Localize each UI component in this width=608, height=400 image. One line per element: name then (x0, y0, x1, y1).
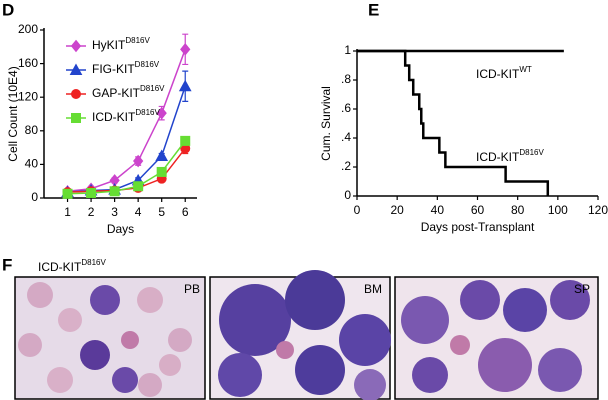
x-tick-label: 80 (511, 203, 525, 217)
curve-label: ICD-KITWT (476, 65, 532, 81)
label-superscript: D816V (140, 84, 165, 93)
x-tick-label: 1 (64, 205, 71, 219)
label-text: GAP-KIT (92, 86, 141, 100)
y-tick-label: 0 (344, 188, 351, 202)
y-tick-label: 0 (31, 190, 38, 204)
x-tick-label: 6 (182, 205, 189, 219)
x-tick-label: 5 (158, 205, 165, 219)
marker (180, 135, 191, 146)
marker (155, 149, 169, 161)
y-tick-label: .6 (341, 101, 351, 115)
label-superscript: WT (519, 65, 532, 74)
x-tick-label: 20 (390, 203, 404, 217)
panel-label: F (2, 255, 12, 274)
marker (133, 181, 144, 192)
x-tick-label: 4 (135, 205, 142, 219)
y-tick-label: 160 (18, 56, 38, 70)
figure-f-title: ICD-KITD816V (38, 258, 106, 274)
label-text: ICD-KIT (92, 110, 136, 124)
y-tick-label: .4 (341, 130, 351, 144)
y-tick-label: 200 (18, 22, 38, 36)
image-label: BM (364, 282, 382, 296)
marker (109, 186, 120, 197)
y-tick-label: .8 (341, 72, 351, 86)
x-tick-label: 2 (88, 205, 95, 219)
x-tick-label: 3 (111, 205, 118, 219)
panel-label: D (2, 0, 14, 19)
marker (71, 113, 81, 123)
marker (71, 89, 81, 99)
panel-label: E (368, 0, 379, 19)
series-line (67, 86, 186, 193)
marker (86, 187, 97, 198)
label-text: HyKIT (92, 38, 126, 52)
y-tick-label: 120 (18, 89, 38, 103)
x-tick-label: 0 (354, 203, 361, 217)
image-label: SP (574, 282, 590, 296)
micrograph (14, 276, 206, 400)
label-text: FIG-KIT (92, 62, 135, 76)
y-axis-label: Cum. Survival (319, 86, 333, 161)
x-axis-label: Days post-Transplant (421, 220, 535, 234)
label-superscript: D816V (519, 148, 544, 157)
micrograph (209, 270, 391, 400)
title-text: ICD-KIT (38, 260, 82, 274)
title-superscript: D816V (81, 258, 106, 267)
x-tick-label: 40 (431, 203, 445, 217)
marker (156, 166, 167, 177)
label-superscript: D816V (125, 36, 150, 45)
y-tick-label: 40 (25, 157, 39, 171)
marker (62, 188, 73, 199)
curve-label: ICD-KITD816V (476, 148, 544, 164)
marker (69, 63, 83, 75)
micrograph (394, 276, 599, 400)
image-label: PB (184, 282, 200, 296)
label-superscript: D816V (135, 60, 160, 69)
legend-entry: FIG-KITD816V (92, 60, 160, 76)
marker (156, 106, 167, 120)
legend-entry: GAP-KITD816V (92, 84, 165, 100)
marker (180, 43, 191, 56)
y-tick-label: 80 (25, 123, 39, 137)
y-tick-label: 1 (344, 43, 351, 57)
x-tick-label: 120 (588, 203, 608, 217)
x-tick-label: 60 (471, 203, 485, 217)
marker (133, 154, 144, 168)
marker (70, 39, 82, 53)
y-axis-label: Cell Count (10E4) (6, 66, 20, 161)
legend-entry: ICD-KITD816V (92, 108, 160, 124)
survival-curve (357, 49, 550, 196)
label-superscript: D816V (135, 108, 160, 117)
y-tick-label: .2 (341, 159, 351, 173)
marker (178, 79, 192, 92)
x-tick-label: 100 (548, 203, 568, 217)
legend-entry: HyKITD816V (92, 36, 150, 52)
label-text: ICD-KIT (476, 67, 520, 81)
x-axis-label: Days (107, 222, 134, 236)
series-line (67, 140, 186, 195)
label-text: ICD-KIT (476, 150, 520, 164)
